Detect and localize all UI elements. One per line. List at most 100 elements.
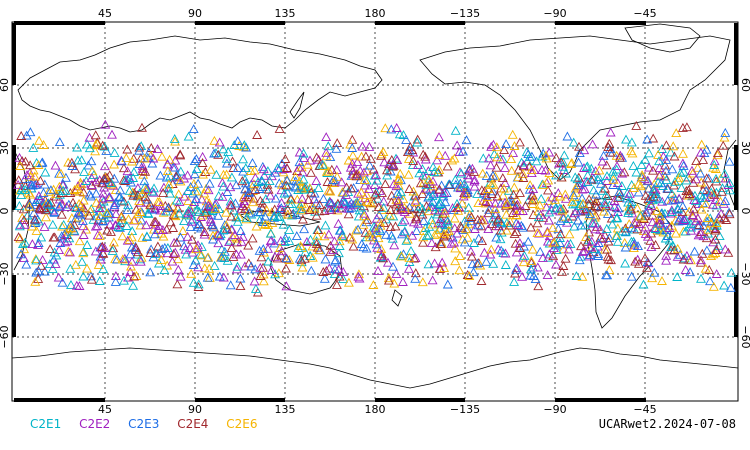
occultation-marker — [31, 255, 42, 265]
occultation-marker — [635, 181, 646, 191]
occultation-marker — [36, 260, 47, 270]
occultation-marker — [13, 175, 24, 185]
occultation-marker — [284, 235, 295, 245]
occultation-marker — [291, 231, 302, 241]
occultation-marker — [668, 141, 679, 151]
occultation-marker — [173, 189, 184, 199]
occultation-marker — [544, 147, 555, 157]
occultation-marker — [631, 120, 642, 130]
occultation-marker — [90, 139, 101, 149]
occultation-marker — [621, 134, 631, 144]
occultation-marker — [65, 247, 75, 257]
legend-item-c2e2: C2E2 — [79, 417, 111, 431]
occultation-marker — [513, 172, 524, 182]
occultation-marker — [348, 241, 359, 251]
occultation-marker — [473, 198, 484, 208]
occultation-marker — [22, 170, 32, 180]
occultation-marker — [209, 135, 220, 145]
occultation-marker — [82, 139, 93, 149]
occultation-marker — [601, 223, 612, 233]
occultation-marker — [325, 197, 336, 207]
occultation-marker — [141, 220, 152, 230]
occultation-marker — [644, 162, 654, 172]
occultation-marker — [95, 254, 106, 264]
occultation-marker — [719, 168, 730, 178]
occultation-marker — [417, 277, 428, 287]
occultation-marker — [607, 219, 618, 229]
occultation-marker — [296, 205, 307, 215]
occultation-marker — [490, 204, 501, 214]
occultation-marker — [119, 253, 130, 263]
occultation-marker — [535, 246, 546, 256]
occultation-marker — [418, 237, 428, 247]
occultation-marker — [395, 175, 406, 185]
occultation-marker — [427, 275, 438, 285]
occultation-marker — [248, 197, 259, 207]
occultation-marker — [609, 201, 620, 211]
occultation-marker — [175, 271, 186, 281]
occultation-marker — [107, 129, 117, 139]
occultation-marker — [297, 167, 308, 177]
occultation-marker — [555, 229, 566, 239]
occultation-marker — [45, 185, 56, 195]
occultation-marker — [182, 231, 193, 241]
occultation-marker — [281, 281, 292, 291]
occultation-marker — [45, 199, 56, 209]
occultation-marker — [272, 253, 283, 263]
occultation-marker — [106, 179, 117, 189]
occultation-marker — [209, 148, 220, 158]
occultation-marker — [691, 156, 702, 166]
occultation-marker — [568, 190, 579, 200]
occultation-marker — [553, 223, 564, 233]
occultation-marker — [543, 185, 553, 195]
occultation-marker — [251, 221, 262, 231]
occultation-marker — [320, 254, 331, 264]
occultation-marker — [516, 220, 527, 230]
occultation-marker — [179, 216, 189, 226]
occultation-marker — [601, 175, 612, 185]
occultation-marker — [685, 255, 696, 265]
occultation-marker — [403, 153, 414, 163]
occultation-marker — [399, 226, 410, 236]
occultation-marker — [504, 220, 515, 230]
occultation-marker — [126, 261, 136, 271]
occultation-marker — [137, 188, 148, 198]
occultation-marker — [211, 169, 222, 179]
occultation-marker — [617, 168, 628, 178]
occultation-marker — [294, 176, 305, 186]
occultation-marker — [102, 225, 113, 235]
occultation-marker — [127, 256, 137, 266]
occultation-marker — [449, 223, 460, 233]
occultation-marker — [169, 133, 180, 143]
top-lon-label: 180 — [365, 7, 386, 20]
occultation-marker — [325, 240, 336, 250]
occultation-marker — [86, 274, 97, 284]
occultation-marker — [711, 176, 722, 186]
occultation-marker — [455, 250, 465, 260]
occultation-marker — [92, 138, 103, 148]
right-lat-label: −30 — [739, 262, 750, 285]
occultation-marker — [240, 198, 250, 208]
occultation-marker — [478, 153, 489, 163]
occultation-marker — [685, 267, 696, 277]
occultation-marker — [561, 168, 571, 178]
occultation-marker — [105, 209, 116, 219]
occultation-marker — [159, 242, 170, 252]
occultation-marker — [170, 247, 181, 257]
occultation-marker — [109, 147, 120, 157]
occultation-marker — [662, 183, 673, 193]
occultation-marker — [158, 187, 169, 197]
occultation-marker — [522, 156, 533, 166]
occultation-marker — [593, 238, 604, 247]
occultation-marker — [91, 197, 102, 207]
occultation-marker — [551, 152, 562, 162]
occultation-marker — [602, 251, 613, 261]
occultation-marker — [263, 256, 274, 266]
occultation-marker — [469, 176, 480, 186]
occultation-marker — [40, 205, 51, 215]
occultation-marker — [365, 153, 376, 163]
occultation-marker — [714, 231, 725, 241]
occultation-marker — [353, 269, 364, 279]
occultation-marker — [24, 199, 35, 209]
occultation-marker — [266, 235, 277, 245]
